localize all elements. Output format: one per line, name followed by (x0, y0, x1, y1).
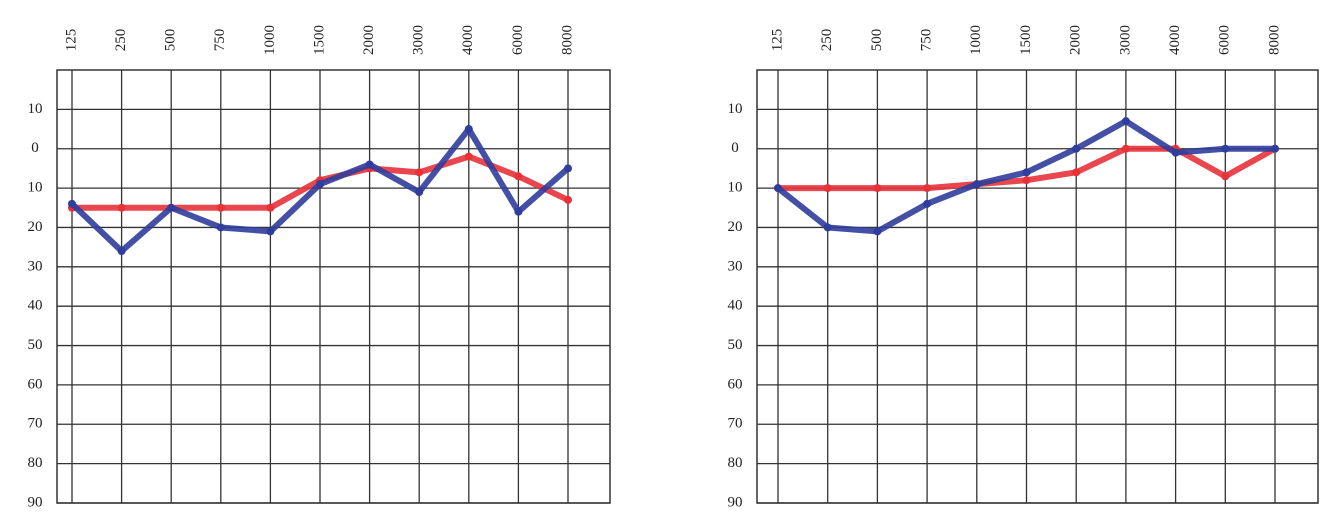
plot-frame (756, 69, 1319, 504)
x-tick-label: 1000 (262, 25, 278, 55)
data-point (316, 180, 324, 189)
data-point (464, 152, 473, 161)
x-tick-label: 2000 (361, 25, 377, 55)
audiogram: 10 0 10 20 30 40 50 60 70 80 90 125 250 500 750 1000 150… (28, 25, 611, 510)
y-tick-label: 20 (728, 219, 743, 235)
data-point (117, 247, 126, 256)
y-tick-label: 40 (728, 298, 743, 314)
data-point (564, 164, 572, 173)
y-tick-label: 10 (28, 101, 43, 117)
x-tick-label: 500 (163, 29, 179, 52)
data-point (1271, 144, 1279, 153)
data-point (1221, 172, 1230, 181)
x-tick-label: 4000 (1167, 25, 1183, 55)
data-point (365, 160, 374, 169)
y-tick-label: 60 (28, 376, 43, 392)
x-tick-label: 6000 (1217, 25, 1233, 55)
y-tick-label: 60 (728, 376, 743, 392)
y-tick-label: 40 (28, 298, 43, 314)
x-tick-label: 250 (819, 29, 835, 52)
x-tick-label: 1000 (968, 25, 984, 55)
y-tick-label: 90 (728, 494, 743, 510)
data-point (1022, 176, 1031, 185)
y-tick-label: 0 (731, 140, 739, 156)
y-tick-label: 10 (28, 180, 43, 196)
data-point (873, 227, 882, 236)
data-point (823, 223, 832, 232)
y-tick-label: 10 (728, 101, 743, 117)
data-point (167, 203, 176, 212)
data-point (415, 188, 424, 197)
data-point (1072, 168, 1081, 177)
data-point (774, 184, 782, 193)
y-tick-label: 50 (28, 337, 43, 353)
plot-frame (56, 69, 611, 504)
data-point (823, 184, 832, 193)
data-point (117, 203, 126, 212)
y-tick-label: 90 (28, 494, 43, 510)
x-tick-label: 1500 (1018, 25, 1034, 55)
y-tick-label: 80 (28, 455, 43, 471)
x-tick-label: 1500 (311, 25, 327, 55)
data-point (415, 168, 424, 177)
data-point (68, 199, 76, 208)
data-point (1221, 144, 1230, 153)
x-tick-label: 500 (869, 29, 885, 52)
y-tick-label: 70 (28, 416, 43, 432)
x-tick-label: 4000 (460, 25, 476, 55)
data-point (216, 223, 225, 232)
x-tick-label: 3000 (1117, 25, 1133, 55)
x-tick-label: 8000 (1266, 25, 1282, 55)
y-tick-label: 20 (28, 219, 43, 235)
y-tick-label: 70 (728, 416, 743, 432)
data-point (1121, 144, 1130, 153)
data-point (514, 172, 523, 181)
data-point (514, 207, 523, 216)
y-tick-label: 0 (31, 140, 39, 156)
x-tick-label: 3000 (411, 25, 427, 55)
y-tick-label: 10 (728, 180, 743, 196)
x-tick-label: 750 (212, 29, 228, 52)
data-point (266, 203, 275, 212)
y-tick-label: 30 (728, 258, 743, 274)
data-point (1072, 144, 1081, 153)
data-point (923, 184, 932, 193)
x-tick-label: 125 (769, 29, 785, 52)
x-tick-label: 750 (919, 29, 935, 52)
data-point (1171, 148, 1180, 157)
data-point (464, 125, 473, 134)
data-point (1121, 117, 1130, 126)
x-tick-label: 6000 (510, 25, 526, 55)
audiogram: 10 0 10 20 30 40 50 60 70 80 90 125 250 500 750 1000 150… (728, 25, 1319, 510)
data-point (564, 195, 572, 204)
data-point (266, 227, 275, 236)
x-tick-label: 8000 (559, 25, 575, 55)
data-point (923, 199, 932, 208)
y-tick-label: 80 (728, 455, 743, 471)
data-point (972, 180, 981, 189)
x-tick-label: 2000 (1068, 25, 1084, 55)
x-tick-label: 125 (63, 29, 79, 52)
y-tick-label: 30 (28, 258, 43, 274)
data-point (1022, 168, 1031, 177)
y-tick-label: 50 (728, 337, 743, 353)
x-tick-label: 250 (113, 29, 129, 52)
data-point (216, 203, 225, 212)
data-point (873, 184, 882, 193)
